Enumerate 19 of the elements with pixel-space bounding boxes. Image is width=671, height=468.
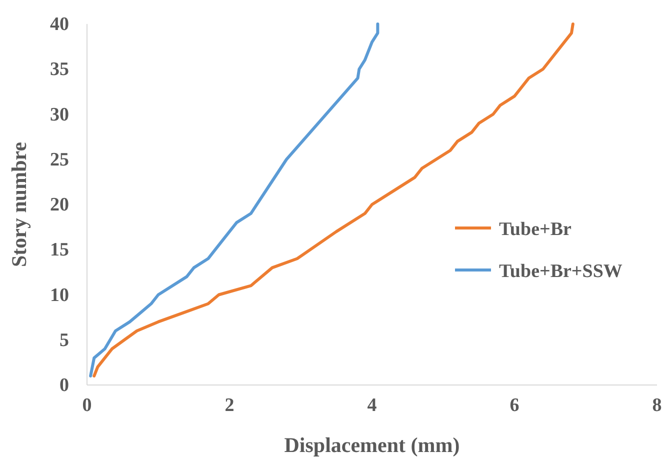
y-tick-label: 30 <box>50 104 69 126</box>
x-tick-label: 2 <box>224 395 234 416</box>
y-tick-label: 0 <box>60 375 69 396</box>
legend-label: Tube+Br <box>499 219 572 240</box>
x-tick-label: 0 <box>82 395 92 416</box>
y-axis-title: Story numbre <box>7 142 31 268</box>
y-tick-label: 5 <box>60 330 69 351</box>
y-tick-label: 20 <box>50 194 69 216</box>
x-axis-title: Displacement (mm) <box>284 433 460 457</box>
y-tick-label: 15 <box>50 240 69 261</box>
x-tick-label: 6 <box>510 395 520 416</box>
legend-label: Tube+Br+SSW <box>499 261 622 282</box>
y-tick-label: 25 <box>50 149 69 170</box>
line-series <box>89 22 380 378</box>
y-tick-label: 40 <box>50 14 69 35</box>
x-tick-label: 8 <box>652 395 662 416</box>
y-tick-label: 10 <box>50 284 69 306</box>
x-tick-label: 4 <box>367 395 378 416</box>
y-tick-label: 35 <box>50 59 69 80</box>
